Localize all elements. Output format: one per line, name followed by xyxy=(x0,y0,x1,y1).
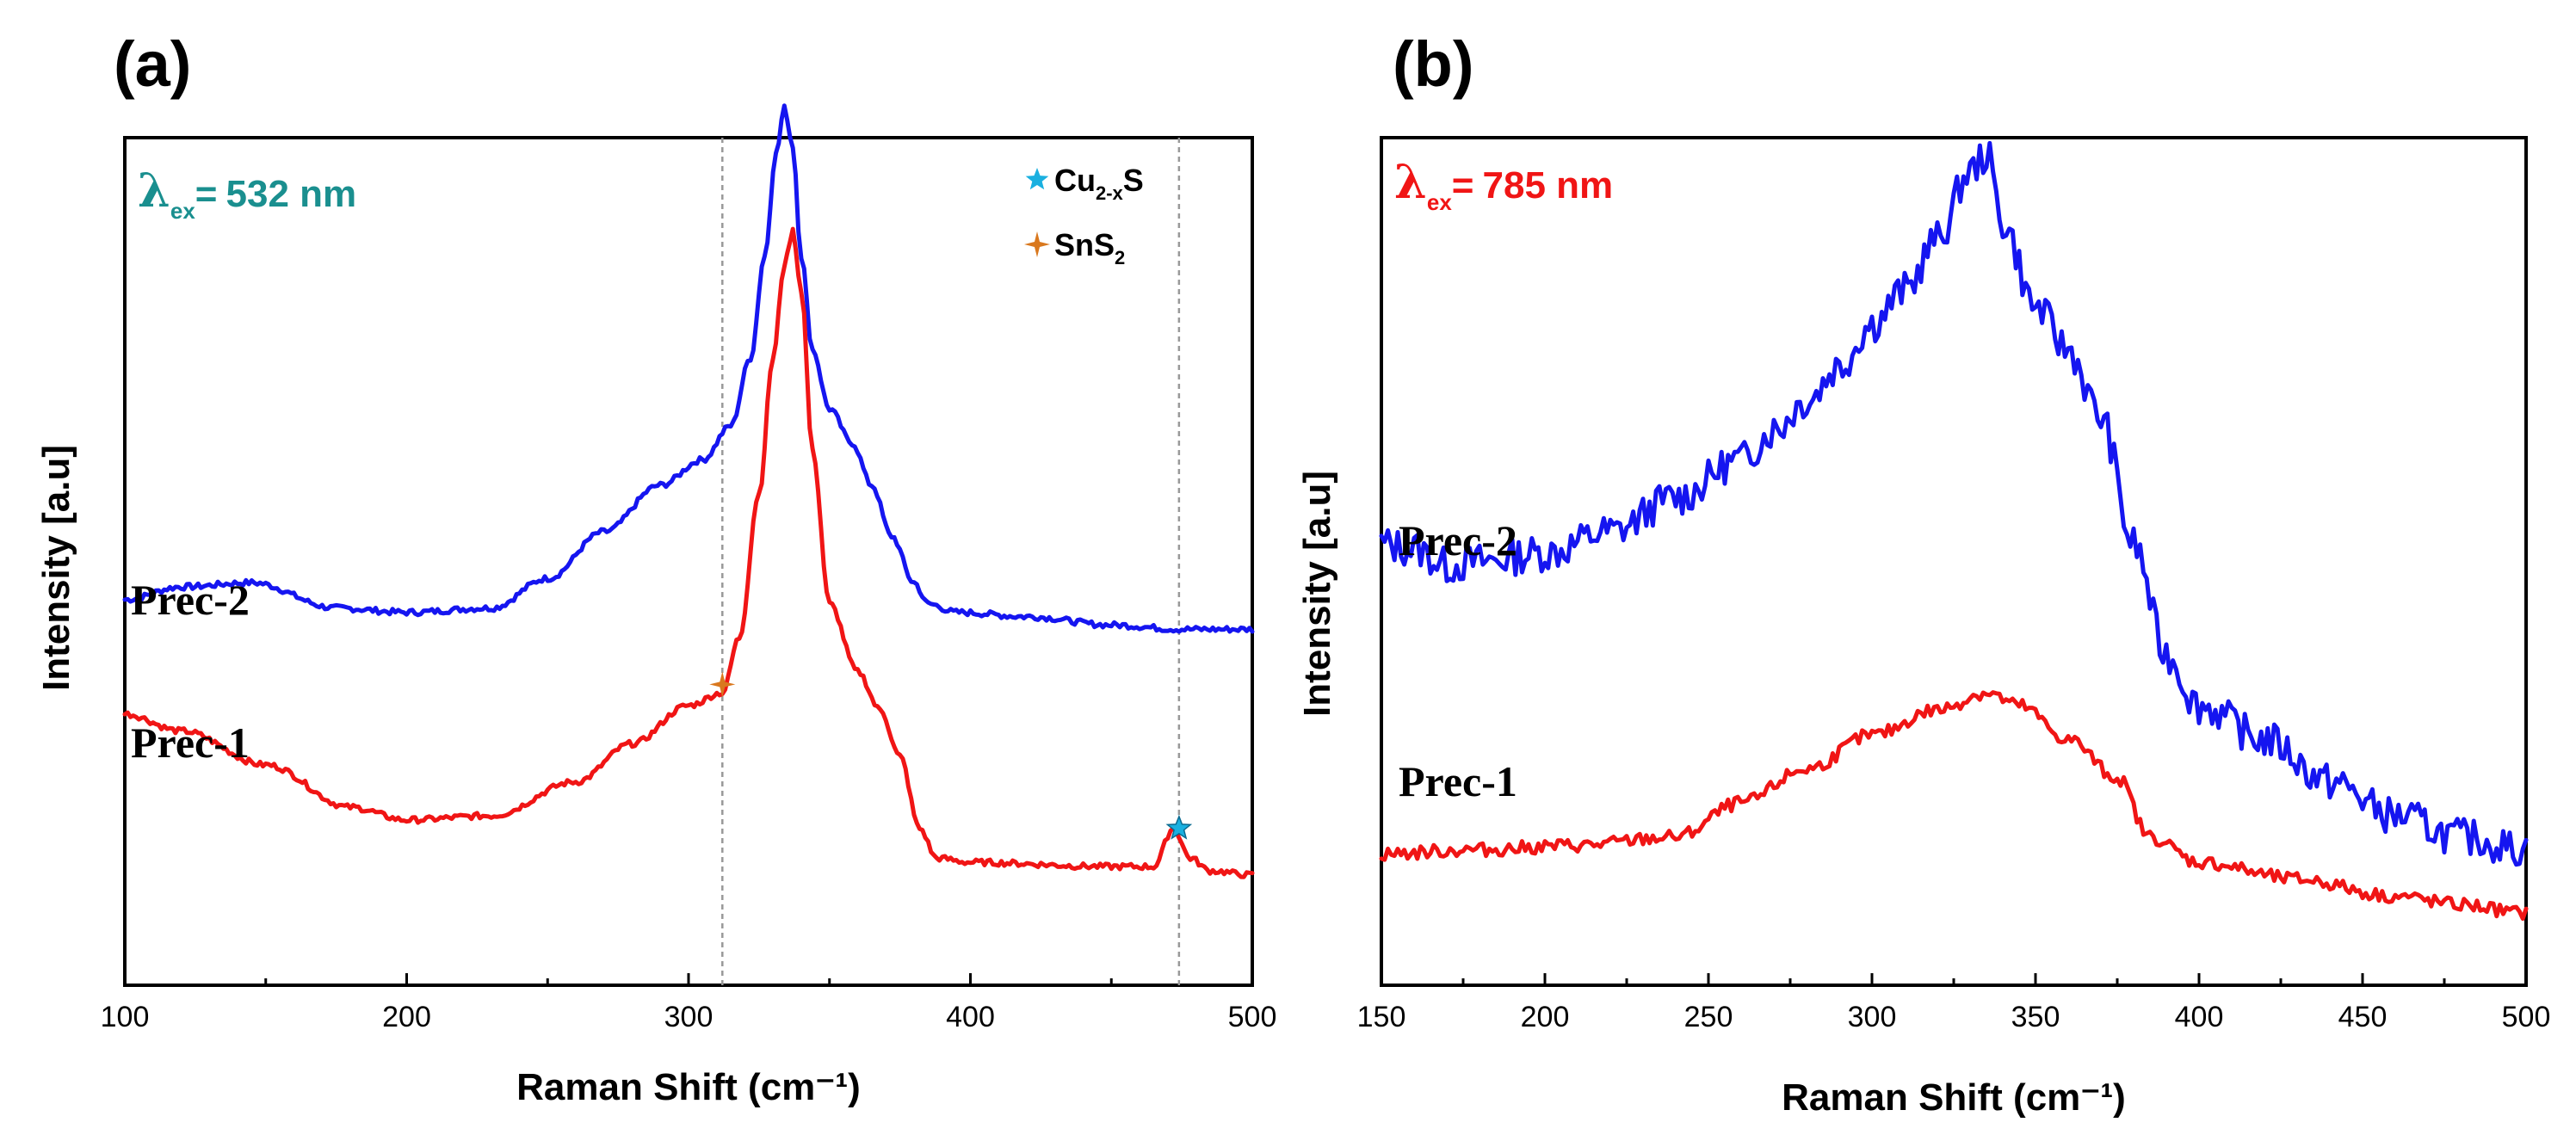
panel-a-sns2-cross-marker xyxy=(709,671,736,698)
x-tick-label: 450 xyxy=(2338,1001,2388,1033)
panel-b-series-prec-1-line xyxy=(1379,690,2529,922)
svg-text:λex=785 nm: λex= 785 nm xyxy=(1394,154,1613,215)
x-tick-label: 200 xyxy=(382,1001,431,1033)
panel-a-x-axis: 100 200 300 400 500 xyxy=(101,973,1277,1033)
x-tick-label: 300 xyxy=(1848,1001,1897,1033)
legend-entry-sns2: SnS2 xyxy=(1054,227,1125,268)
x-tick-label: 500 xyxy=(1228,1001,1277,1033)
panel-b-lambda-equals: = xyxy=(1452,164,1474,207)
panel-a-lambda-subscript: ex xyxy=(170,198,195,224)
panel-a-plot-frame xyxy=(123,136,1254,987)
panel-b-label-prec-2: Prec-2 xyxy=(1399,516,1517,564)
panel-a-series-prec-1-line xyxy=(122,226,1255,879)
x-tick-label: 500 xyxy=(2502,1001,2551,1033)
x-tick-label: 400 xyxy=(2175,1001,2224,1033)
panel-b-x-axis-title: Raman Shift (cm⁻¹) xyxy=(1782,1076,2126,1119)
panel-a-x-axis-title: Raman Shift (cm⁻¹) xyxy=(516,1066,861,1108)
panel-b-excitation-label: λex= 785 nm xyxy=(1394,154,1613,215)
panel-b-series-prec-2-line xyxy=(1379,140,2529,867)
panel-b-plot-frame xyxy=(1380,136,2528,987)
panel-a-lambda-equals: = xyxy=(195,173,218,215)
x-tick-label: 200 xyxy=(1521,1001,1570,1033)
panel-b-lambda-symbol: λ xyxy=(1394,154,1427,209)
panel-b-x-axis: 150 200 250 300 350 400 450 500 xyxy=(1357,973,2551,1033)
x-tick-label: 350 xyxy=(2011,1001,2060,1033)
panel-a-label: (a) xyxy=(114,28,191,100)
x-tick-label: 400 xyxy=(946,1001,995,1033)
panel-a-peak-markers xyxy=(709,671,1193,840)
x-tick-label: 150 xyxy=(1357,1001,1406,1033)
legend-cross-icon xyxy=(1024,231,1050,257)
panel-b-lambda-value: 785 nm xyxy=(1483,164,1614,207)
panel-b-label-prec-1: Prec-1 xyxy=(1399,757,1517,805)
legend-entry-cu2xs: Cu2-xS xyxy=(1054,163,1144,204)
legend-star-icon xyxy=(1025,168,1049,190)
panel-a-cu2xs-star-marker xyxy=(1165,814,1193,840)
panel-a-excitation-label: λex= 532 nm xyxy=(138,163,356,224)
panel-a-label-prec-2: Prec-2 xyxy=(131,576,250,624)
x-tick-label: 250 xyxy=(1684,1001,1733,1033)
panel-a-label-prec-1: Prec-1 xyxy=(131,718,250,767)
panel-b-lambda-subscript: ex xyxy=(1427,189,1452,215)
panel-a-lambda-symbol: λ xyxy=(138,163,170,218)
panel-a: (a) 100 200 300 400 500 Prec-2 Prec-1 λex= 53… xyxy=(35,28,1276,1108)
x-tick-label: 300 xyxy=(664,1001,713,1033)
panel-a-y-axis-title: Intensity [a.u] xyxy=(35,445,77,691)
panel-a-series-prec-2-line xyxy=(122,103,1255,634)
panel-b-y-axis-title: Intensity [a.u] xyxy=(1296,471,1338,717)
panel-a-legend: Cu2-xS SnS2 xyxy=(1024,163,1144,268)
x-tick-label: 100 xyxy=(101,1001,150,1033)
svg-text:λex=532 nm: λex= 532 nm xyxy=(138,163,356,224)
panel-b-label: (b) xyxy=(1393,28,1474,100)
panel-b: (b) 150 200 250 300 350 400 450 500 Prec-2 Prec… xyxy=(1296,28,2550,1119)
panel-a-lambda-value: 532 nm xyxy=(226,173,357,215)
